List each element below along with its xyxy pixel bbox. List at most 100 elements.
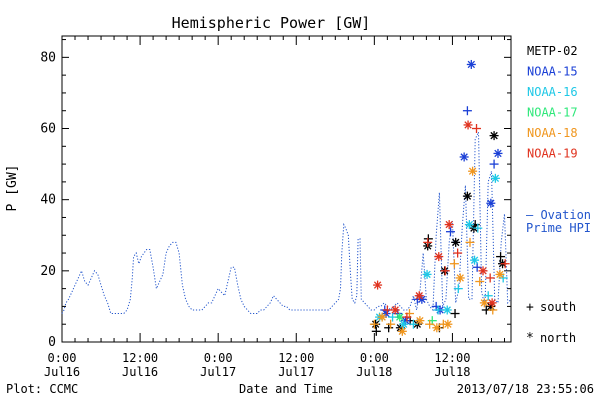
data-point-noaa-18-north: [495, 269, 505, 279]
legend-item-noaa-19: NOAA-19: [527, 147, 578, 161]
legend-item-metp-02: METP-02: [527, 44, 578, 58]
x-tick-label-date: Jul18: [434, 365, 470, 379]
data-point-noaa-18-north: [377, 312, 387, 322]
data-point-noaa-15-north: [493, 148, 503, 158]
data-point-noaa-19-north: [434, 252, 444, 262]
x-tick-label-date: Jul16: [44, 365, 80, 379]
data-point-noaa-16-south: [483, 291, 493, 301]
x-tick-label-time: 12:00: [434, 351, 470, 365]
data-point-metp-02-north: [462, 191, 472, 201]
data-point-metp-02-north: [451, 237, 461, 247]
y-axis-label: P [GW]: [5, 165, 20, 212]
x-axis-ticks: 0:00Jul1612:00Jul160:00Jul1712:00Jul170:…: [44, 36, 505, 379]
data-point-noaa-15-south: [445, 227, 455, 237]
data-point-noaa-16-south: [433, 305, 443, 315]
legend-item-noaa-16: NOAA-16: [527, 85, 578, 99]
x-tick-label-time: 12:00: [122, 351, 158, 365]
y-tick-label: 60: [40, 122, 56, 137]
data-point-noaa-19-north: [444, 220, 454, 230]
data-point-metp-02-south: [371, 326, 381, 336]
x-tick-label-time: 0:00: [48, 351, 77, 365]
data-point-noaa-19-north: [414, 291, 424, 301]
x-tick-label-time: 0:00: [360, 351, 389, 365]
data-point-noaa-18-north: [432, 323, 442, 333]
data-point-noaa-19-south: [440, 266, 450, 276]
data-point-noaa-18-north: [415, 316, 425, 326]
x-tick-label-date: Jul17: [278, 365, 314, 379]
data-point-noaa-18-north: [479, 298, 489, 308]
x-axis-label: Date and Time: [239, 382, 333, 396]
data-point-noaa-15-north: [459, 152, 469, 162]
data-point-noaa-18-north: [468, 166, 478, 176]
plot-area: [61, 35, 512, 343]
legend-item-noaa-18: NOAA-18: [527, 126, 578, 140]
data-point-metp-02-south: [496, 252, 506, 262]
data-point-noaa-18-south: [386, 319, 396, 329]
data-point-noaa-19-south: [500, 259, 510, 269]
plot-credit: Plot: CCMC: [6, 382, 78, 396]
marker-legend: + south * north: [526, 300, 576, 346]
satellite-observation-points: [369, 59, 510, 336]
data-point-metp-02-north: [489, 131, 499, 141]
data-point-noaa-19-south: [453, 248, 463, 258]
data-point-noaa-16-north: [422, 269, 432, 279]
data-point-noaa-18-south: [475, 277, 485, 287]
x-tick-label-date: Jul16: [122, 365, 158, 379]
data-point-noaa-18-south: [425, 319, 435, 329]
data-point-noaa-19-south: [423, 237, 433, 247]
ovation-legend: — Ovation Prime HPI: [526, 208, 591, 235]
data-point-noaa-19-north: [487, 298, 497, 308]
ovation-legend-line2: Prime HPI: [526, 221, 591, 235]
y-tick-label: 20: [40, 264, 56, 279]
data-point-noaa-19-south: [402, 312, 412, 322]
data-point-noaa-19-north: [478, 266, 488, 276]
data-point-noaa-15-south: [489, 159, 499, 169]
y-tick-label: 80: [40, 50, 56, 65]
y-tick-label: 40: [40, 193, 56, 208]
ovation-prime-hpi-series: [61, 131, 512, 314]
data-point-noaa-15-south: [462, 106, 472, 116]
south-marker-symbol: +: [526, 300, 534, 315]
data-point-noaa-16-south: [408, 319, 418, 329]
data-point-noaa-19-north: [463, 120, 473, 130]
data-point-noaa-18-north: [455, 273, 465, 283]
data-point-noaa-15-north: [486, 198, 496, 208]
south-marker-label: south: [540, 300, 576, 314]
data-point-noaa-18-north: [397, 326, 407, 336]
plot-timestamp: 2013/07/18 23:55:06: [457, 382, 594, 396]
data-point-noaa-16-south: [473, 223, 483, 233]
north-marker-label: north: [540, 331, 576, 345]
satellite-legend: METP-02 NOAA-15 NOAA-16 NOAA-17 NOAA-18 NOAA-…: [527, 44, 578, 161]
ovation-legend-line1: — Ovation: [526, 208, 591, 222]
data-point-noaa-19-north: [373, 280, 383, 290]
ovation-prime-hpi-line: [61, 131, 512, 314]
legend-item-noaa-15: NOAA-15: [527, 65, 578, 79]
chart-title: Hemispheric Power [GW]: [172, 14, 371, 32]
data-point-metp-02-south: [450, 309, 460, 319]
x-tick-label-date: Jul18: [356, 365, 392, 379]
data-point-noaa-19-south: [485, 273, 495, 283]
data-point-noaa-18-south: [488, 305, 498, 315]
data-point-noaa-16-north: [399, 319, 409, 329]
x-tick-label-time: 0:00: [204, 351, 233, 365]
data-point-noaa-18-south: [465, 237, 475, 247]
plot-frame: [61, 35, 512, 343]
data-point-noaa-16-north: [490, 173, 500, 183]
data-point-noaa-16-north: [464, 220, 474, 230]
data-point-noaa-19-south: [472, 124, 482, 134]
y-tick-label: 0: [48, 335, 56, 350]
y-axis-ticks: 0 20 40 60 80: [40, 39, 511, 350]
x-tick-label-date: Jul17: [200, 365, 236, 379]
data-point-noaa-16-south: [453, 284, 463, 294]
data-point-noaa-16-north: [442, 305, 452, 315]
data-point-noaa-19-south: [382, 305, 392, 315]
data-point-noaa-18-south: [449, 259, 459, 269]
north-marker-symbol: *: [526, 331, 534, 346]
data-point-noaa-19-north: [390, 305, 400, 315]
data-point-noaa-18-south: [369, 319, 379, 329]
data-point-noaa-18-north: [443, 319, 453, 329]
legend-item-noaa-17: NOAA-17: [527, 106, 578, 120]
data-point-noaa-15-north: [466, 59, 476, 69]
x-tick-label-time: 12:00: [278, 351, 314, 365]
